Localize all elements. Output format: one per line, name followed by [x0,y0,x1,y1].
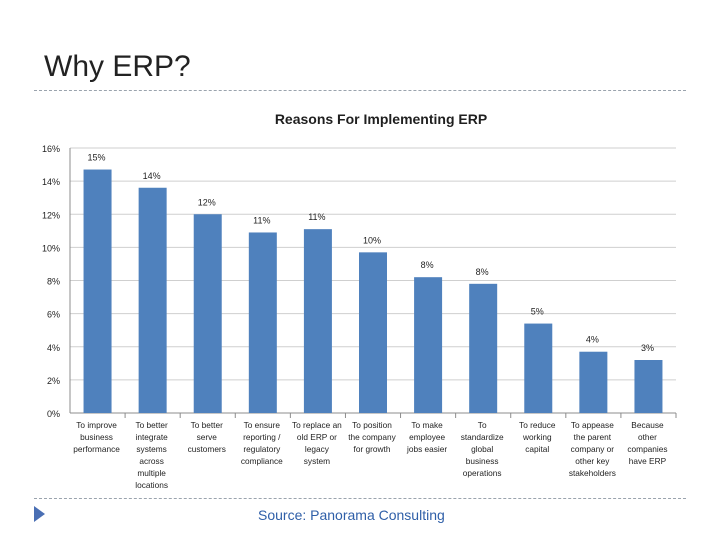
y-tick-label: 2% [47,376,60,386]
bar [414,277,443,413]
y-tick-label: 0% [47,409,60,419]
category-label: To make employee jobs easier [406,420,447,454]
bar [579,351,608,413]
y-tick-label: 4% [47,343,60,353]
bar [138,187,167,413]
category-label: To standardize global business operations [461,420,504,478]
y-tick-label: 16% [42,144,60,154]
data-label: 8% [421,260,434,270]
y-tick-label: 8% [47,277,60,287]
data-label: 10% [363,235,381,245]
title-divider [34,90,686,91]
category-label: To appease the parent company or other key s… [569,420,616,478]
data-label: 5% [531,307,544,317]
y-tick-label: 6% [47,310,60,320]
category-label: To position the company for growth [348,420,396,454]
category-label: To replace an old ERP or legacy system [292,420,342,466]
category-label: To ensure reporting / regulatory compliance [241,420,283,466]
bar [83,169,112,413]
data-label: 4% [586,335,599,345]
bar [248,232,277,413]
category-label: Because other companies have ERP [627,420,667,466]
bullet-arrow-icon [34,506,45,522]
category-label: To better serve customers [188,420,226,454]
source-caption: Source: Panorama Consulting [258,507,445,523]
category-label: To better integrate systems across multiple l… [135,420,168,490]
data-label: 15% [88,153,106,163]
data-label: 12% [198,197,216,207]
y-tick-label: 12% [42,210,60,220]
slide-title: Why ERP? [44,50,191,83]
y-tick-label: 14% [42,177,60,187]
bar [303,229,332,413]
data-label: 3% [641,343,654,353]
data-label: 11% [308,212,325,222]
data-label: 8% [476,267,489,277]
y-tick-label: 10% [42,243,60,253]
data-label: 14% [143,171,161,181]
footer-divider [34,498,686,499]
bar [359,252,387,413]
bar [634,360,663,413]
bar [469,283,498,413]
category-label: To improve business performance [73,420,120,454]
category-label: To reduce working capital [519,420,556,454]
bar [524,323,553,413]
data-label: 11% [253,215,270,225]
chart-title: Reasons For Implementing ERP [275,111,487,127]
bar [193,214,222,413]
